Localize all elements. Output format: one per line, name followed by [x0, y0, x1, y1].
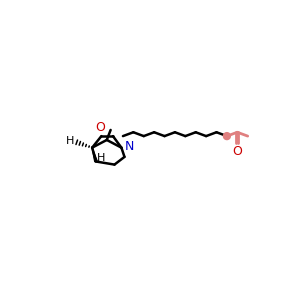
Text: O: O	[96, 121, 106, 134]
Text: H: H	[97, 153, 105, 163]
Text: N: N	[124, 140, 134, 153]
Polygon shape	[92, 148, 97, 162]
Circle shape	[224, 133, 230, 140]
Text: H: H	[66, 136, 74, 146]
Text: O: O	[232, 145, 242, 158]
